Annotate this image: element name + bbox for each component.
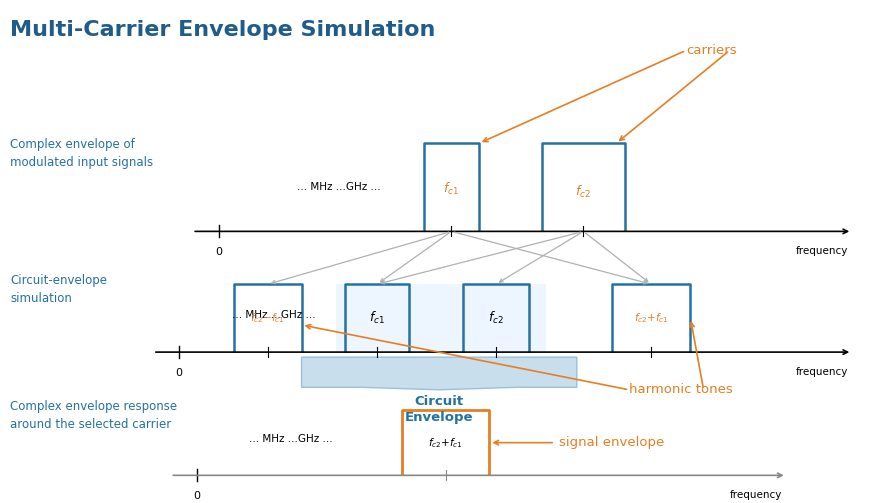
Text: Complex envelope of
modulated input signals: Complex envelope of modulated input sign… xyxy=(10,138,154,170)
Text: Circuit
Envelope: Circuit Envelope xyxy=(405,395,474,424)
Text: carriers: carriers xyxy=(686,44,737,57)
Text: ... MHz ...GHz ...: ... MHz ...GHz ... xyxy=(297,183,381,192)
Text: ... MHz ...GHz ...: ... MHz ...GHz ... xyxy=(232,310,316,320)
Text: Multi-Carrier Envelope Simulation: Multi-Carrier Envelope Simulation xyxy=(10,20,436,40)
Polygon shape xyxy=(302,357,577,390)
Text: harmonic tones: harmonic tones xyxy=(629,383,733,396)
Text: $f_{c1}$: $f_{c1}$ xyxy=(369,310,385,326)
Text: $f_{c2}$$-$$f_{c1}$: $f_{c2}$$-$$f_{c1}$ xyxy=(251,311,285,325)
Text: Complex envelope response
around the selected carrier: Complex envelope response around the sel… xyxy=(10,400,177,431)
Text: 0: 0 xyxy=(215,247,222,258)
Bar xyxy=(336,284,546,352)
Text: $f_{c2}$$+$$f_{c1}$: $f_{c2}$$+$$f_{c1}$ xyxy=(634,311,669,325)
Text: frequency: frequency xyxy=(730,490,782,500)
Text: $f_{c2}$: $f_{c2}$ xyxy=(488,310,504,326)
Text: $f_{c2}$: $f_{c2}$ xyxy=(575,184,592,200)
Text: $f_{c1}$: $f_{c1}$ xyxy=(443,181,460,197)
Text: frequency: frequency xyxy=(795,367,848,377)
Text: ... MHz ...GHz ...: ... MHz ...GHz ... xyxy=(249,435,333,444)
Text: $f_{c2}$$+$$f_{c1}$: $f_{c2}$$+$$f_{c1}$ xyxy=(428,436,463,450)
Text: signal envelope: signal envelope xyxy=(559,436,664,449)
Text: 0: 0 xyxy=(176,368,183,378)
Text: frequency: frequency xyxy=(795,246,848,257)
Text: Circuit-envelope
simulation: Circuit-envelope simulation xyxy=(10,274,108,305)
Text: 0: 0 xyxy=(193,491,200,501)
